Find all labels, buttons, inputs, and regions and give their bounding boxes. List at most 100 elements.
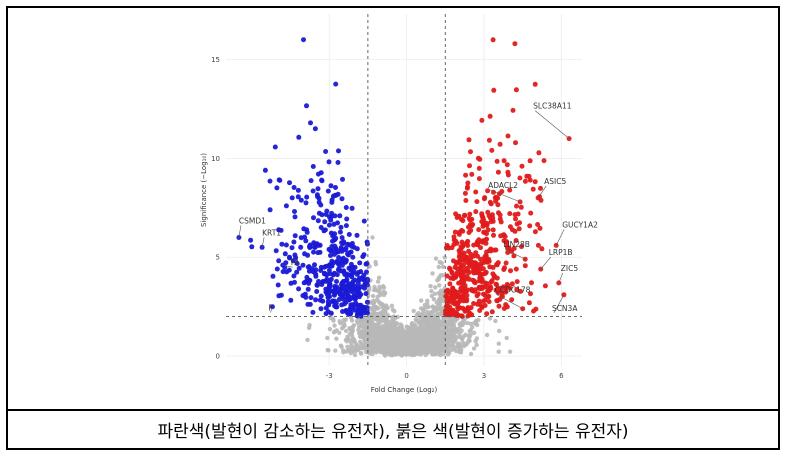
point-upregulated — [503, 286, 509, 292]
point-nonsignificant — [377, 284, 382, 289]
gene-label: P — [268, 304, 273, 313]
point-downregulated — [344, 216, 350, 222]
point-upregulated — [476, 165, 482, 171]
point-downregulated — [287, 255, 292, 261]
point-nonsignificant — [433, 285, 438, 290]
point-nonsignificant — [381, 292, 387, 298]
point-nonsignificant — [346, 347, 352, 352]
point-downregulated — [283, 203, 289, 209]
point-nonsignificant — [343, 328, 349, 334]
point-upregulated — [464, 293, 470, 298]
point-upregulated — [482, 254, 488, 260]
point-upregulated — [471, 267, 477, 273]
point-upregulated — [451, 237, 457, 243]
point-upregulated — [458, 294, 464, 300]
point-downregulated — [292, 279, 297, 285]
point-downregulated — [286, 267, 292, 273]
point-nonsignificant — [470, 325, 475, 330]
point-downregulated — [356, 292, 362, 298]
point-upregulated — [474, 261, 480, 267]
point-nonsignificant — [437, 303, 442, 308]
point-upregulated — [484, 259, 490, 265]
point-downregulated — [336, 261, 342, 267]
point-nonsignificant — [327, 326, 333, 332]
point-downregulated — [301, 226, 307, 232]
data-points — [236, 37, 572, 358]
point-downregulated — [357, 260, 363, 266]
point-downregulated — [270, 273, 276, 279]
point-nonsignificant — [484, 332, 490, 338]
point-upregulated — [499, 294, 505, 299]
point-nonsignificant — [437, 283, 442, 288]
point-downregulated — [338, 224, 344, 230]
y-tick-label: 0 — [216, 353, 220, 361]
point-nonsignificant — [362, 317, 368, 322]
point-downregulated — [347, 250, 352, 256]
point-downregulated — [298, 244, 304, 250]
point-upregulated — [528, 210, 534, 216]
point-nonsignificant — [381, 285, 387, 290]
point-nonsignificant — [471, 346, 477, 351]
point-nonsignificant — [453, 344, 459, 350]
point-upregulated — [484, 311, 490, 317]
point-upregulated — [456, 213, 462, 219]
point-nonsignificant — [351, 323, 357, 328]
gene-label: ASIC5 — [544, 177, 566, 186]
point-downregulated — [328, 276, 334, 282]
point-downregulated — [346, 232, 352, 237]
point-nonsignificant — [417, 328, 422, 333]
point-nonsignificant — [421, 306, 426, 312]
point-nonsignificant — [373, 343, 378, 348]
point-nonsignificant — [390, 316, 395, 321]
point-nonsignificant — [348, 327, 353, 332]
point-upregulated — [509, 281, 515, 287]
point-nonsignificant — [435, 311, 440, 316]
point-downregulated — [325, 295, 331, 301]
point-upregulated — [458, 278, 464, 284]
point-nonsignificant — [367, 351, 373, 356]
point-upregulated — [535, 242, 541, 248]
point-downregulated — [361, 306, 367, 312]
gene-label-leader — [537, 185, 547, 199]
point-nonsignificant — [306, 325, 312, 330]
point-downregulated — [333, 235, 339, 241]
point-upregulated — [452, 264, 458, 270]
point-nonsignificant — [402, 339, 407, 344]
point-nonsignificant — [398, 342, 403, 348]
point-downregulated — [298, 235, 304, 241]
point-downregulated — [295, 187, 301, 193]
point-upregulated — [499, 189, 505, 194]
point-upregulated — [486, 248, 492, 254]
point-nonsignificant — [468, 321, 473, 326]
point-nonsignificant — [411, 308, 416, 314]
point-nonsignificant — [445, 345, 450, 351]
point-downregulated — [329, 258, 335, 264]
point-upregulated — [514, 203, 519, 209]
point-nonsignificant — [375, 279, 381, 284]
point-downregulated — [325, 309, 331, 315]
point-upregulated — [533, 306, 539, 312]
figure-caption: 파란색(발현이 감소하는 유전자), 붉은 색(발현이 증가하는 유전자) — [157, 422, 629, 442]
point-upregulated — [541, 158, 547, 164]
point-upregulated — [473, 189, 479, 195]
point-upregulated — [459, 239, 465, 245]
point-upregulated — [490, 227, 496, 233]
point-nonsignificant — [370, 293, 376, 299]
gene-label-leader — [238, 225, 242, 238]
point-upregulated — [446, 289, 452, 294]
point-upregulated — [493, 247, 499, 253]
point-nonsignificant — [360, 342, 365, 347]
point-upregulated — [489, 278, 495, 284]
point-nonsignificant — [473, 321, 478, 326]
point-nonsignificant — [455, 328, 460, 333]
point-downregulated — [354, 246, 360, 252]
point-downregulated — [249, 244, 255, 250]
point-downregulated — [328, 230, 334, 236]
point-nonsignificant — [436, 340, 441, 346]
point-nonsignificant — [390, 307, 395, 312]
point-nonsignificant — [332, 323, 337, 328]
point-upregulated — [460, 228, 466, 234]
point-downregulated — [317, 297, 323, 303]
point-upregulated — [503, 302, 509, 308]
point-nonsignificant — [382, 346, 388, 351]
